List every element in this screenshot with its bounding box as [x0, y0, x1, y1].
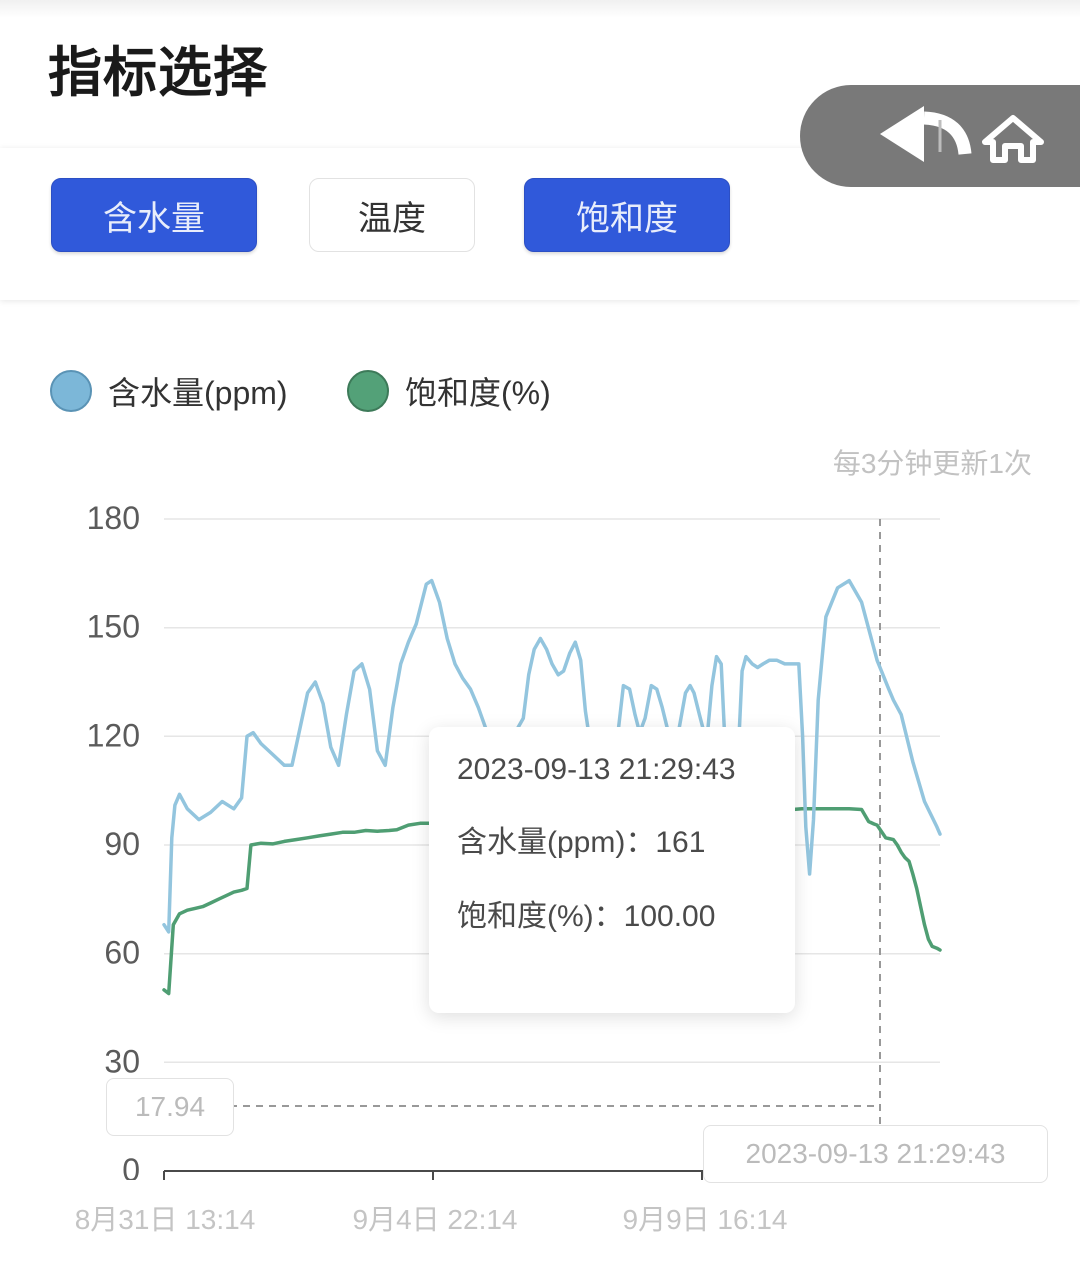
svg-text:90: 90 — [104, 826, 140, 862]
svg-text:0: 0 — [122, 1152, 140, 1180]
svg-text:120: 120 — [87, 717, 140, 753]
svg-text:60: 60 — [104, 935, 140, 971]
svg-text:150: 150 — [87, 609, 140, 645]
svg-text:30: 30 — [104, 1043, 140, 1079]
svg-text:180: 180 — [87, 500, 140, 536]
